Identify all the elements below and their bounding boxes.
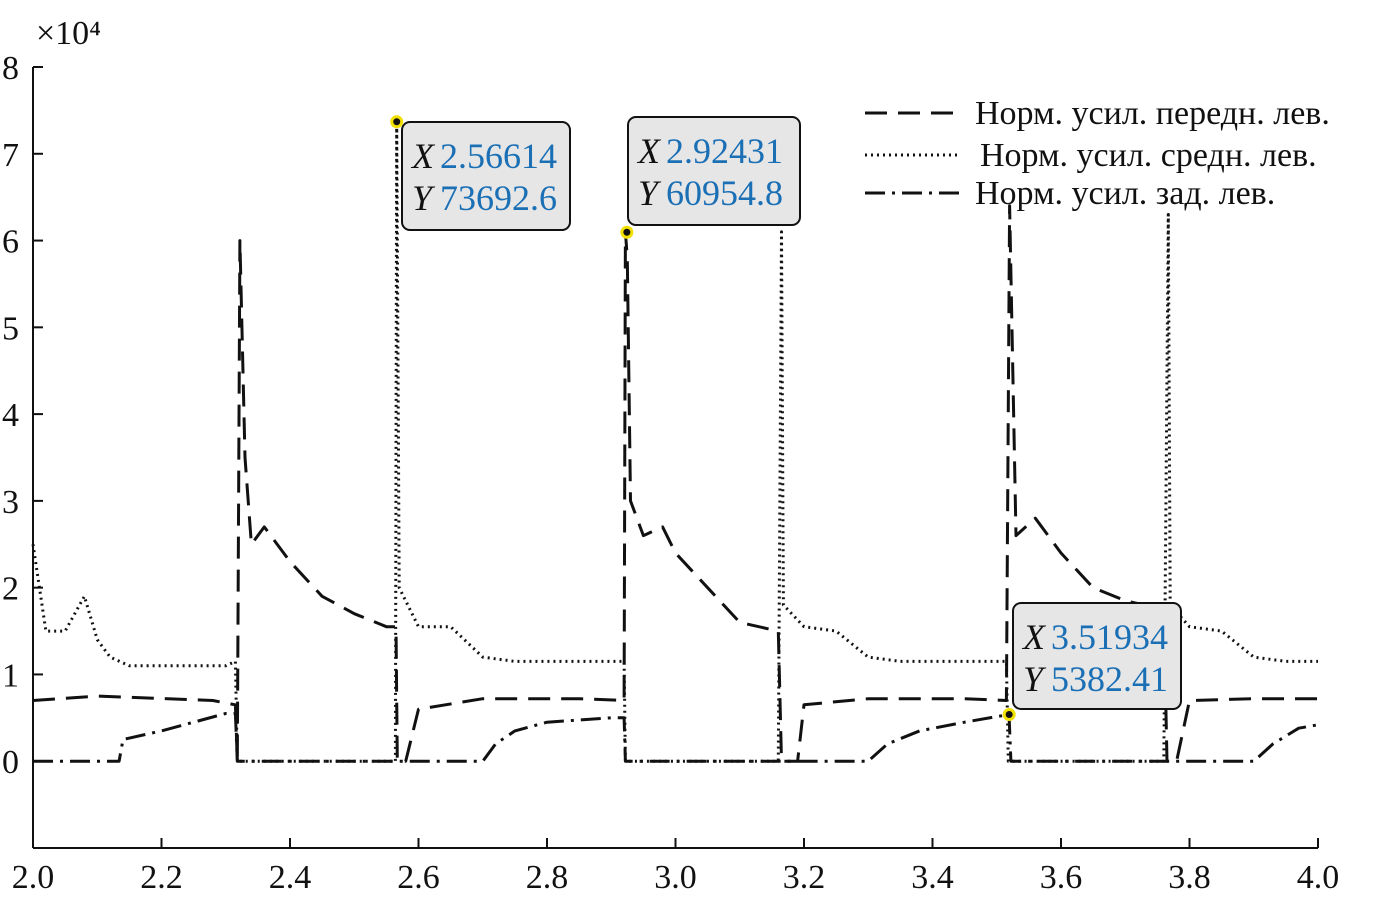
datatip-x-key: X xyxy=(1021,617,1047,657)
axes: 2.0 2.2 2.4 2.6 2.8 3.0 3.2 3.4 3.6 3.8 4.0 0 1 2 3 4 5… xyxy=(2,15,1339,896)
legend-entry-label: Норм. усил. передн. лев. xyxy=(975,95,1330,132)
x-tick-label: 2.6 xyxy=(397,859,440,896)
datatip-x-value: 2.56614 xyxy=(440,136,557,176)
y-tick-label: 4 xyxy=(2,397,19,434)
x-tick-label: 2.8 xyxy=(526,859,569,896)
y-exponent-label: ×10⁴ xyxy=(36,15,101,52)
x-tick-label: 3.0 xyxy=(654,859,697,896)
datatip-box xyxy=(627,116,801,226)
datatip-y-value: 60954.8 xyxy=(666,173,783,213)
x-tick-label: 3.2 xyxy=(783,859,826,896)
datatip-x-value: 2.92431 xyxy=(666,131,783,171)
legend-entry-label: Норм. усил. средн. лев. xyxy=(980,137,1317,174)
datatip-y-key: Y xyxy=(1023,659,1047,699)
legend: Норм. усил. передн. лев. Норм. усил. сред… xyxy=(865,95,1330,212)
y-tick-label: 7 xyxy=(2,137,19,174)
y-tick-label: 0 xyxy=(2,744,19,781)
datatip-x-key: X xyxy=(410,136,436,176)
y-tick-label: 1 xyxy=(2,657,19,694)
x-tick-label: 2.4 xyxy=(269,859,312,896)
x-tick-label: 2.2 xyxy=(140,859,183,896)
datatip-y-key: Y xyxy=(412,178,436,218)
y-tick-label: 6 xyxy=(2,224,19,261)
datatip-marker[interactable] xyxy=(1002,708,1016,722)
legend-entry-label: Норм. усил. зад. лев. xyxy=(975,175,1275,212)
series-line-dashdot xyxy=(33,712,1319,763)
x-tick-label: 3.8 xyxy=(1168,859,1211,896)
datatip-box xyxy=(401,121,571,231)
y-tick-label: 8 xyxy=(2,50,19,87)
datatip-x-value: 3.51934 xyxy=(1051,617,1168,657)
x-axis-ticks: 2.0 2.2 2.4 2.6 2.8 3.0 3.2 3.4 3.6 3.8 4.0 xyxy=(12,838,1340,896)
datatip-y-value: 5382.41 xyxy=(1051,659,1168,699)
y-axis-ticks: 0 1 2 3 4 5 6 7 8 xyxy=(2,50,43,781)
x-tick-label: 3.6 xyxy=(1040,859,1083,896)
datatip-y-key: Y xyxy=(638,173,662,213)
datatip-x-key: X xyxy=(636,131,662,171)
series-layer xyxy=(31,120,1319,763)
x-tick-label: 2.0 xyxy=(12,859,55,896)
y-tick-label: 5 xyxy=(2,310,19,347)
y-tick-label: 2 xyxy=(2,571,19,608)
datatip-marker[interactable] xyxy=(620,225,634,239)
series-line-dashed xyxy=(32,204,1318,763)
datatip-marker[interactable] xyxy=(390,115,404,129)
x-tick-label: 3.4 xyxy=(911,859,954,896)
y-tick-label: 3 xyxy=(2,484,19,521)
datatip-y-value: 73692.6 xyxy=(440,178,557,218)
datatip-box xyxy=(1012,602,1182,710)
x-tick-label: 4.0 xyxy=(1297,859,1340,896)
